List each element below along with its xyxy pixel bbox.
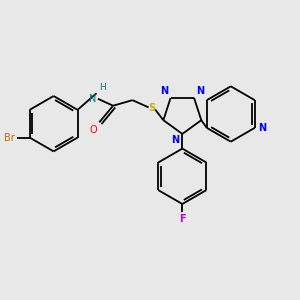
Text: O: O <box>89 124 97 134</box>
Text: N: N <box>88 94 96 104</box>
Text: Br: Br <box>4 133 14 142</box>
Text: H: H <box>99 83 106 92</box>
Text: N: N <box>171 135 179 145</box>
Text: S: S <box>148 103 155 113</box>
Text: N: N <box>160 86 169 96</box>
Text: F: F <box>179 214 186 224</box>
Text: N: N <box>258 123 266 133</box>
Text: N: N <box>196 86 204 96</box>
